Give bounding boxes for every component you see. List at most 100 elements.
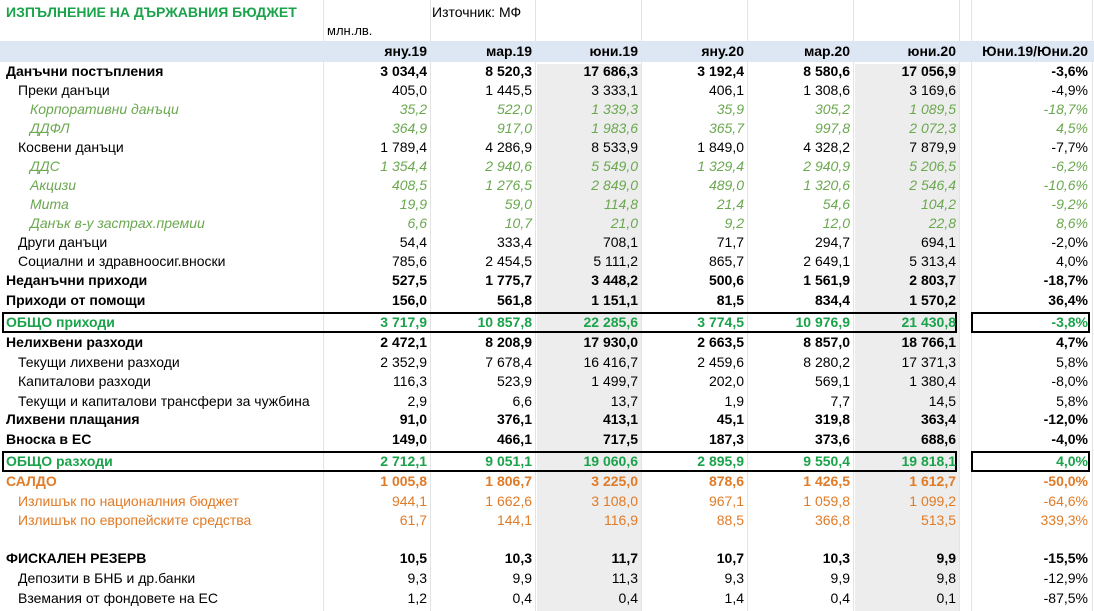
value-cell[interactable]: 917,0	[496, 120, 532, 136]
value-cell[interactable]: 17 686,3	[583, 63, 639, 79]
value-cell[interactable]: 708,1	[602, 234, 638, 250]
value-cell[interactable]: 5 111,2	[593, 253, 638, 269]
value-cell[interactable]: 4 286,9	[485, 139, 532, 155]
value-cell[interactable]: 3 333,1	[591, 82, 638, 98]
column-header[interactable]: мар.19	[486, 43, 532, 59]
value-cell[interactable]: 144,1	[496, 512, 532, 528]
value-cell[interactable]: 6,6	[512, 393, 532, 409]
change-cell[interactable]: -10,6%	[1043, 177, 1088, 193]
value-cell[interactable]: 305,2	[814, 101, 850, 117]
value-cell[interactable]: 997,8	[814, 120, 850, 136]
value-cell[interactable]: 489,0	[708, 177, 744, 193]
change-cell[interactable]: -12,0%	[1043, 411, 1088, 427]
value-cell[interactable]: 35,2	[399, 101, 427, 117]
value-cell[interactable]: 0,4	[618, 590, 638, 606]
value-cell[interactable]: 1 445,5	[485, 82, 532, 98]
value-cell[interactable]: 413,1	[602, 411, 638, 427]
row-label[interactable]: Данъчни постъпления	[6, 63, 164, 79]
row-label[interactable]: Текущи лихвени разходи	[18, 354, 180, 370]
value-cell[interactable]: 834,4	[814, 292, 850, 308]
value-cell[interactable]: 365,7	[708, 120, 744, 136]
row-label[interactable]: Нелихвени разходи	[6, 334, 144, 350]
row-label[interactable]: Излишък по националния бюджет	[18, 493, 239, 509]
value-cell[interactable]: 156,0	[391, 292, 427, 308]
value-cell[interactable]: 0,1	[936, 590, 956, 606]
change-cell[interactable]: -9,2%	[1051, 196, 1088, 212]
value-cell[interactable]: 9,8	[936, 570, 956, 586]
value-cell[interactable]: 8 533,9	[591, 139, 638, 155]
value-cell[interactable]: 1 775,7	[485, 272, 532, 288]
row-label[interactable]: Преки данъци	[18, 82, 110, 98]
change-cell[interactable]: -3,8%	[1051, 314, 1088, 330]
value-cell[interactable]: 1,9	[724, 393, 744, 409]
value-cell[interactable]: 9,2	[724, 215, 744, 231]
value-cell[interactable]: 3 717,9	[380, 314, 427, 330]
value-cell[interactable]: 14,5	[928, 393, 956, 409]
value-cell[interactable]: 17 930,0	[583, 334, 639, 350]
change-cell[interactable]: -4,0%	[1051, 431, 1088, 447]
value-cell[interactable]: 1 849,0	[697, 139, 744, 155]
value-cell[interactable]: 561,8	[496, 292, 532, 308]
value-cell[interactable]: 717,5	[602, 431, 638, 447]
row-label[interactable]: Вноска в ЕС	[6, 431, 92, 447]
value-cell[interactable]: 10,3	[822, 550, 850, 566]
row-label[interactable]: Неданъчни приходи	[6, 272, 148, 288]
value-cell[interactable]: 8 857,0	[803, 334, 850, 350]
value-cell[interactable]: 406,1	[708, 82, 744, 98]
value-cell[interactable]: 3 225,0	[591, 473, 638, 489]
value-cell[interactable]: 2 663,5	[697, 334, 744, 350]
value-cell[interactable]: 2 649,1	[803, 253, 850, 269]
value-cell[interactable]: 2 454,5	[485, 253, 532, 269]
value-cell[interactable]: 10,7	[716, 550, 744, 566]
value-cell[interactable]: 7,7	[830, 393, 850, 409]
value-cell[interactable]: 333,4	[496, 234, 532, 250]
value-cell[interactable]: 1 561,9	[803, 272, 850, 288]
value-cell[interactable]: 1 426,5	[803, 473, 850, 489]
value-cell[interactable]: 5 206,5	[909, 158, 956, 174]
change-cell[interactable]: -12,9%	[1043, 570, 1088, 586]
value-cell[interactable]: 116,9	[604, 512, 638, 528]
change-cell[interactable]: 5,8%	[1056, 393, 1088, 409]
value-cell[interactable]: 363,4	[920, 411, 956, 427]
value-cell[interactable]: 466,1	[496, 431, 532, 447]
value-cell[interactable]: 59,0	[504, 196, 532, 212]
column-header[interactable]: яну.20	[701, 43, 744, 59]
change-cell[interactable]: -18,7%	[1043, 272, 1088, 288]
value-cell[interactable]: 8 520,3	[485, 63, 532, 79]
value-cell[interactable]: 1 339,3	[591, 101, 638, 117]
change-cell[interactable]: 4,5%	[1056, 120, 1088, 136]
column-header[interactable]: юни.20	[907, 43, 956, 59]
value-cell[interactable]: 376,1	[496, 411, 532, 427]
value-cell[interactable]: 16 416,7	[583, 354, 639, 370]
value-cell[interactable]: 967,1	[708, 493, 744, 509]
value-cell[interactable]: 21,0	[610, 215, 638, 231]
value-cell[interactable]: 202,0	[708, 373, 744, 389]
value-cell[interactable]: 35,9	[716, 101, 744, 117]
value-cell[interactable]: 61,7	[399, 512, 427, 528]
change-cell[interactable]: 5,8%	[1056, 354, 1088, 370]
value-cell[interactable]: 10 857,8	[477, 314, 533, 330]
value-cell[interactable]: 88,5	[716, 512, 744, 528]
row-label[interactable]: ОБЩО приходи	[6, 314, 115, 330]
value-cell[interactable]: 114,8	[604, 196, 638, 212]
value-cell[interactable]: 10 976,9	[795, 314, 851, 330]
change-cell[interactable]: -87,5%	[1043, 590, 1088, 606]
row-label[interactable]: Депозити в БНБ и др.банки	[18, 570, 196, 586]
value-cell[interactable]: 8 280,2	[803, 354, 850, 370]
change-cell[interactable]: -64,6%	[1043, 493, 1088, 509]
row-label[interactable]: САЛДО	[6, 473, 57, 489]
value-cell[interactable]: 3 192,4	[697, 63, 744, 79]
value-cell[interactable]: 2 712,1	[380, 453, 427, 469]
row-label[interactable]: Данък в-у застрах.премии	[30, 215, 205, 231]
change-cell[interactable]: -2,0%	[1051, 234, 1088, 250]
value-cell[interactable]: 91,0	[399, 411, 427, 427]
row-label[interactable]: Други данъци	[18, 234, 108, 250]
value-cell[interactable]: 9,9	[936, 550, 956, 566]
change-cell[interactable]: -3,6%	[1051, 63, 1088, 79]
value-cell[interactable]: 9,9	[512, 570, 532, 586]
row-label[interactable]: Текущи и капиталови трансфери за чужбина	[18, 393, 310, 409]
change-cell[interactable]: 4,7%	[1056, 334, 1088, 350]
value-cell[interactable]: 187,3	[708, 431, 744, 447]
value-cell[interactable]: 54,6	[822, 196, 850, 212]
row-label[interactable]: Социални и здравноосиг.вноски	[18, 253, 226, 269]
